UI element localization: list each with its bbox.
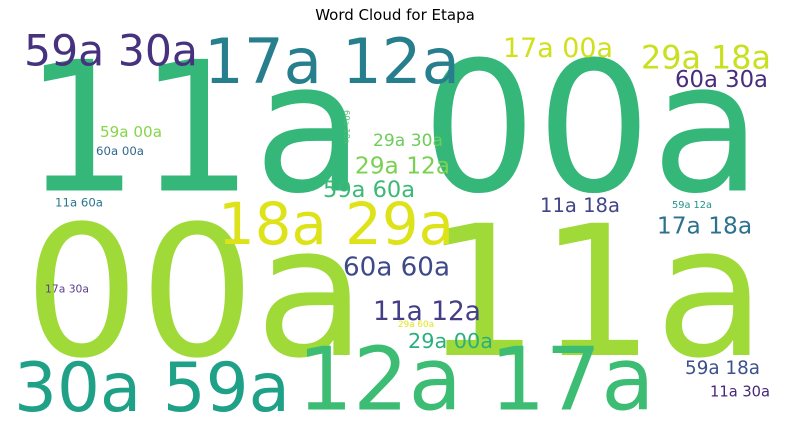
- word-60a-00a: 60a 00a: [96, 144, 144, 158]
- word-00a-11a: 00a 11a: [24, 187, 766, 398]
- word-11a-12a: 11a 12a: [373, 296, 481, 327]
- word-12a-17a: 12a 17a: [297, 329, 654, 427]
- word-59a-00a: 59a 00a: [100, 123, 162, 141]
- word-29a-30a: 29a 30a: [373, 131, 443, 151]
- word-29a-00a: 29a 00a: [408, 329, 493, 353]
- word-11a-30a: 11a 30a: [710, 384, 770, 401]
- word-11a-18a: 11a 18a: [540, 194, 620, 217]
- word-17a-00a: 17a 00a: [503, 33, 613, 64]
- word-60a-30a: 60a 30a: [675, 67, 768, 93]
- word-11a-00a: 11a 00a: [24, 23, 762, 234]
- word-18a-29a: 18a 29a: [218, 190, 454, 258]
- word-60a-60a: 60a 60a: [343, 253, 450, 283]
- word-29a-18a: 29a 18a: [641, 40, 771, 77]
- word-17a-12a: 17a 12a: [204, 25, 460, 98]
- word-30a-59a: 30a 59a: [14, 348, 290, 427]
- word-59a-30a: 59a 30a: [24, 28, 198, 77]
- word-59a-18a: 59a 18a: [685, 358, 760, 379]
- word-11a-60a: 11a 60a: [55, 196, 103, 210]
- word-17a-18a: 17a 18a: [657, 213, 752, 240]
- word-29a-12a: 29a 12a: [355, 153, 450, 180]
- word-59a-12a: 59a 12a: [672, 200, 712, 211]
- word-17a-30a: 17a 30a: [45, 283, 89, 296]
- word-60a-18a: 60a 18a: [342, 110, 352, 144]
- word-29a-60a: 29a 60a: [398, 320, 434, 330]
- chart-title: Word Cloud for Etapa: [315, 6, 475, 24]
- word-59a-60a: 59a 60a: [323, 177, 415, 203]
